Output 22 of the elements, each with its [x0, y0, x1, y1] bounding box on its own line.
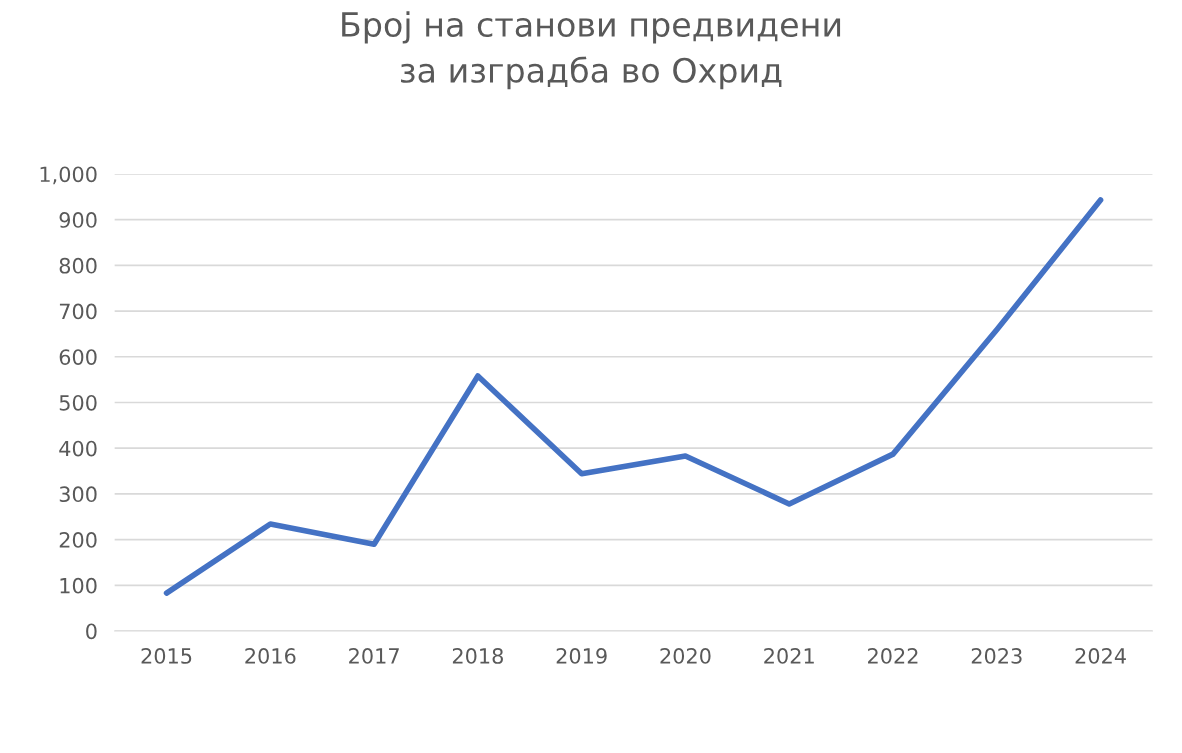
y-tick-label: 400: [59, 440, 97, 457]
x-tick-label: 2016: [245, 648, 296, 664]
chart-title: Број на станови предвидени за изградба во Охрид: [342, 11, 841, 90]
x-tick-label: 2020: [660, 648, 711, 664]
x-tick-label: 2024: [1075, 648, 1126, 664]
x-tick-label: 2021: [764, 648, 814, 664]
y-tick-label: 0: [86, 623, 97, 640]
y-tick-label: 800: [59, 257, 97, 274]
y-tick-label: 700: [59, 303, 97, 320]
x-tick-label: 2022: [868, 648, 918, 664]
x-tick-label: 2017: [349, 648, 399, 664]
x-tick-label: 2018: [452, 648, 503, 664]
x-tick-label: 2015: [141, 648, 192, 664]
y-tick-label: 600: [59, 349, 97, 365]
x-tick-label: 2019: [556, 648, 607, 664]
x-tick-label: 2023: [971, 648, 1022, 664]
y-tick-label: 300: [59, 486, 97, 503]
y-tick-label: 200: [59, 532, 97, 548]
y-tick-label: 500: [59, 394, 97, 411]
y-tick-label: 1,000: [40, 166, 97, 185]
y-tick-label: 100: [60, 577, 97, 594]
y-tick-label: 900: [59, 212, 97, 228]
